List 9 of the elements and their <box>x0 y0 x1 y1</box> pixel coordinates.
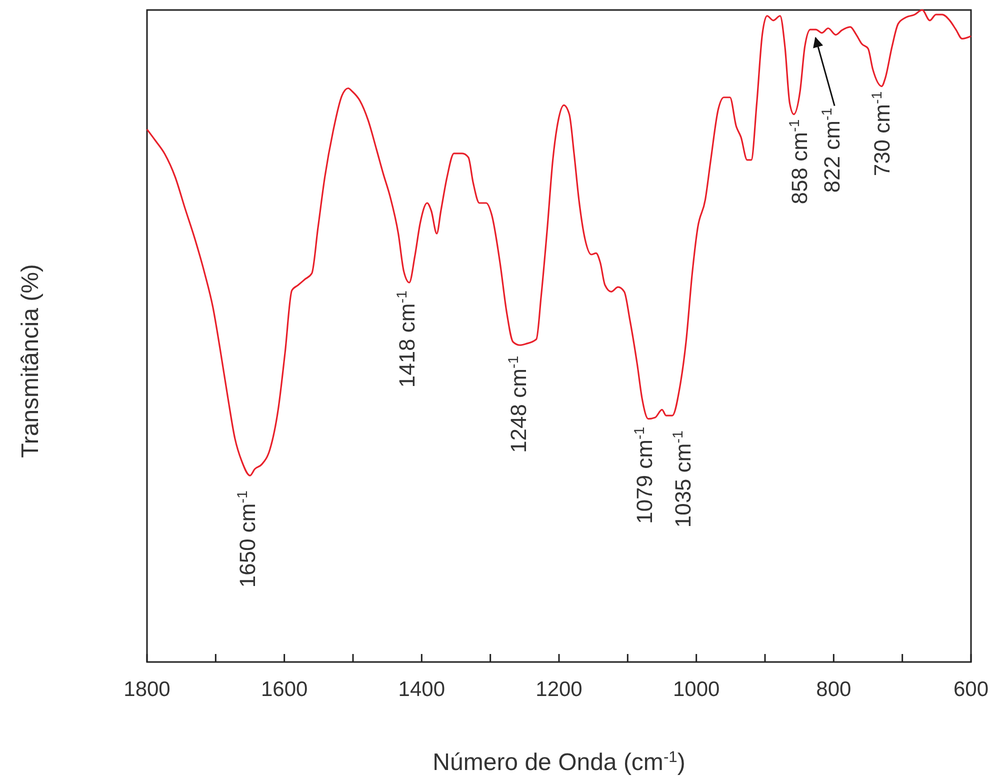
x-tick-label: 1600 <box>260 678 308 701</box>
x-tick-label: 1000 <box>672 678 720 701</box>
x-tick-label: 600 <box>953 678 989 701</box>
x-tick-label: 1400 <box>398 678 446 701</box>
x-axis-title: Número de Onda (cm$^{-1}$) <box>432 748 686 776</box>
x-tick-label: 800 <box>816 678 852 701</box>
x-tick-label: 1200 <box>536 678 582 701</box>
y-axis-title: Transmitância (%) <box>17 264 44 458</box>
x-tick-label: 1800 <box>124 678 170 701</box>
